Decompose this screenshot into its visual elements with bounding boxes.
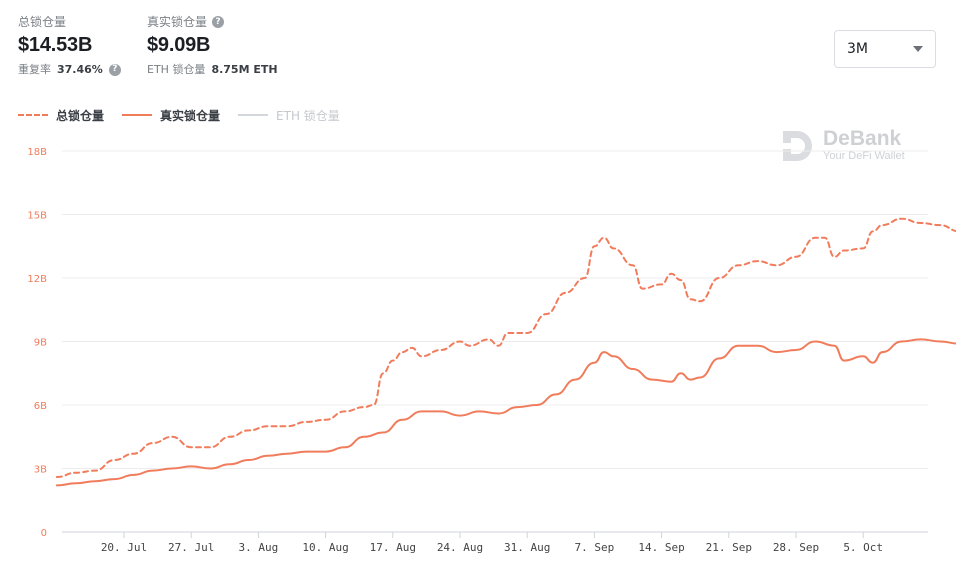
series-lines — [55, 217, 956, 487]
duplication-rate-label: 重复率 — [18, 63, 51, 76]
y-tick-label: 0 — [41, 528, 47, 539]
y-tick-label: 18B — [27, 147, 47, 158]
real-tvl-label: 真实锁仓量 — [147, 15, 208, 29]
duplication-rate: 重复率 37.46% ? — [18, 62, 121, 77]
y-tick-label: 6B — [34, 401, 47, 412]
x-tick-label: 7. Sep — [575, 541, 615, 554]
watermark-brand: DeBank — [823, 127, 902, 150]
y-tick-label: 3B — [34, 465, 47, 476]
x-tick-label: 21. Sep — [706, 541, 752, 554]
y-tick-label: 15B — [27, 211, 47, 222]
x-tick-label: 20. Jul — [101, 541, 147, 554]
grid-lines — [62, 150, 928, 533]
x-tick-label: 24. Aug — [437, 541, 483, 554]
range-dropdown[interactable]: 3M — [834, 30, 936, 68]
x-tick-label: 3. Aug — [239, 541, 279, 554]
tvl-stat: 总锁仓量 $14.53B 重复率 37.46% ? — [18, 14, 121, 77]
x-tick-label: 17. Aug — [370, 541, 416, 554]
x-tick-label: 14. Sep — [638, 541, 684, 554]
y-tick-label: 12B — [27, 274, 47, 285]
x-tick-label: 31. Aug — [504, 541, 550, 554]
debank-watermark: DeBank Your DeFi Wallet — [781, 128, 905, 163]
series-line-real-tvl — [55, 338, 956, 487]
eth-locked-label: ETH 锁仓量 — [147, 63, 206, 76]
help-icon[interactable]: ? — [212, 16, 225, 28]
legend-dashed-line-icon — [18, 114, 48, 116]
series-line-tvl — [55, 217, 956, 478]
legend-item-eth-locked[interactable]: ETH 锁仓量 — [238, 107, 340, 124]
legend-label-real-tvl: 真实锁仓量 — [160, 108, 221, 123]
real-tvl-stat: 真实锁仓量 ? $9.09B ETH 锁仓量 8.75M ETH — [147, 14, 278, 77]
legend-label-eth-locked: ETH 锁仓量 — [276, 108, 340, 123]
legend-item-real-tvl[interactable]: 真实锁仓量 — [122, 107, 220, 124]
y-axis-ticks: 0 3B 6B 9B 12B 15B 18B — [27, 147, 47, 539]
y-tick-label: 9B — [34, 338, 47, 349]
x-tick-label: 10. Aug — [302, 541, 348, 554]
x-tick-label: 28. Sep — [773, 541, 819, 554]
legend-item-tvl[interactable]: 总锁仓量 — [18, 107, 104, 124]
chevron-down-icon — [913, 46, 923, 52]
watermark-text: DeBank Your DeFi Wallet — [823, 128, 905, 163]
range-selected-value: 3M — [847, 41, 868, 57]
watermark-tagline: Your DeFi Wallet — [823, 150, 905, 162]
tvl-value: $14.53B — [18, 34, 93, 56]
help-icon[interactable]: ? — [108, 63, 121, 76]
legend-grey-line-icon — [238, 114, 269, 116]
eth-locked: ETH 锁仓量 8.75M ETH — [147, 62, 278, 77]
x-tick-label: 27. Jul — [168, 541, 214, 554]
debank-logo-icon — [783, 130, 812, 161]
real-tvl-value: $9.09B — [147, 34, 211, 56]
duplication-rate-value: 37.46% — [57, 63, 103, 76]
real-tvl-label-row: 真实锁仓量 ? — [147, 14, 278, 30]
legend-solid-line-icon — [122, 114, 153, 116]
tvl-label: 总锁仓量 — [18, 15, 67, 29]
x-axis-ticks: 20. Jul 27. Jul 3. Aug 10. Aug 17. Aug 24. Au… — [101, 532, 883, 554]
x-tick-label: 5. Oct — [843, 541, 883, 554]
chart-legend: 总锁仓量 真实锁仓量 ETH 锁仓量 — [18, 106, 340, 124]
eth-locked-value: 8.75M ETH — [211, 63, 278, 76]
legend-label-tvl: 总锁仓量 — [56, 108, 105, 123]
